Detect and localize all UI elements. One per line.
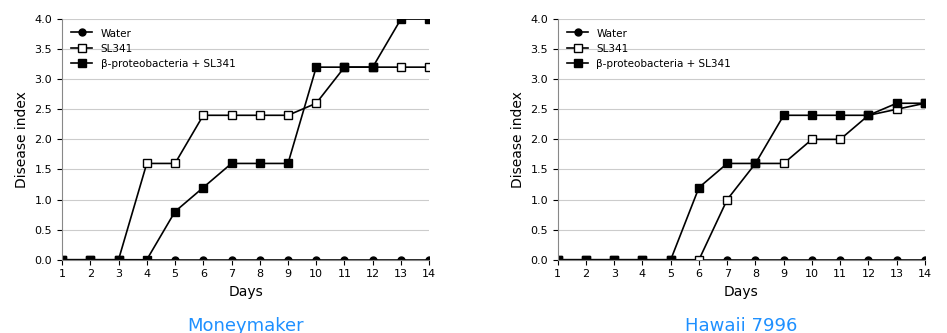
SL341	[750, 162, 761, 166]
SL341	[311, 101, 322, 105]
SL341	[339, 65, 350, 69]
Water	[834, 258, 846, 262]
Legend: Water, SL341, β-proteobacteria + SL341: Water, SL341, β-proteobacteria + SL341	[67, 24, 240, 74]
Water	[920, 258, 931, 262]
SL341	[225, 113, 237, 117]
SL341	[863, 113, 874, 117]
Line: SL341: SL341	[554, 99, 929, 264]
Water	[170, 258, 181, 262]
SL341	[834, 138, 846, 142]
β-proteobacteria + SL341	[56, 258, 67, 262]
SL341	[282, 113, 294, 117]
Water	[395, 258, 406, 262]
β-proteobacteria + SL341	[423, 17, 435, 21]
SL341	[552, 258, 563, 262]
Legend: Water, SL341, β-proteobacteria + SL341: Water, SL341, β-proteobacteria + SL341	[563, 24, 735, 74]
Water	[84, 258, 96, 262]
SL341	[693, 258, 705, 262]
Water	[141, 258, 152, 262]
Line: Water: Water	[59, 256, 433, 263]
SL341	[806, 138, 817, 142]
β-proteobacteria + SL341	[891, 101, 902, 105]
β-proteobacteria + SL341	[254, 162, 265, 166]
Water	[423, 258, 435, 262]
Water	[56, 258, 67, 262]
Water	[806, 258, 817, 262]
SL341	[198, 113, 209, 117]
SL341	[423, 65, 435, 69]
β-proteobacteria + SL341	[806, 113, 817, 117]
SL341	[367, 65, 379, 69]
SL341	[665, 258, 676, 262]
Water	[665, 258, 676, 262]
Water	[778, 258, 790, 262]
SL341	[920, 101, 931, 105]
Water	[225, 258, 237, 262]
Y-axis label: Disease index: Disease index	[510, 91, 525, 188]
SL341	[170, 162, 181, 166]
Water	[311, 258, 322, 262]
Line: SL341: SL341	[58, 63, 434, 264]
Water	[198, 258, 209, 262]
SL341	[778, 162, 790, 166]
β-proteobacteria + SL341	[282, 162, 294, 166]
β-proteobacteria + SL341	[113, 258, 124, 262]
Water	[609, 258, 620, 262]
SL341	[113, 258, 124, 262]
SL341	[581, 258, 592, 262]
β-proteobacteria + SL341	[339, 65, 350, 69]
Line: Water: Water	[554, 256, 928, 263]
β-proteobacteria + SL341	[609, 258, 620, 262]
β-proteobacteria + SL341	[750, 162, 761, 166]
SL341	[141, 162, 152, 166]
β-proteobacteria + SL341	[863, 113, 874, 117]
Title: Moneymaker: Moneymaker	[188, 317, 304, 333]
β-proteobacteria + SL341	[170, 209, 181, 213]
β-proteobacteria + SL341	[778, 113, 790, 117]
SL341	[56, 258, 67, 262]
SL341	[722, 197, 733, 201]
X-axis label: Days: Days	[724, 285, 759, 299]
Title: Hawaii 7996: Hawaii 7996	[685, 317, 797, 333]
Water	[693, 258, 705, 262]
SL341	[636, 258, 648, 262]
β-proteobacteria + SL341	[834, 113, 846, 117]
Water	[552, 258, 563, 262]
Water	[254, 258, 265, 262]
Line: β-proteobacteria + SL341: β-proteobacteria + SL341	[554, 99, 929, 264]
Line: β-proteobacteria + SL341: β-proteobacteria + SL341	[58, 15, 434, 264]
SL341	[395, 65, 406, 69]
Water	[282, 258, 294, 262]
β-proteobacteria + SL341	[920, 101, 931, 105]
β-proteobacteria + SL341	[722, 162, 733, 166]
X-axis label: Days: Days	[228, 285, 263, 299]
β-proteobacteria + SL341	[693, 185, 705, 189]
β-proteobacteria + SL341	[665, 258, 676, 262]
β-proteobacteria + SL341	[141, 258, 152, 262]
β-proteobacteria + SL341	[225, 162, 237, 166]
β-proteobacteria + SL341	[581, 258, 592, 262]
SL341	[609, 258, 620, 262]
β-proteobacteria + SL341	[84, 258, 96, 262]
Water	[581, 258, 592, 262]
Water	[863, 258, 874, 262]
Water	[367, 258, 379, 262]
β-proteobacteria + SL341	[552, 258, 563, 262]
Water	[722, 258, 733, 262]
Water	[636, 258, 648, 262]
SL341	[891, 107, 902, 111]
SL341	[84, 258, 96, 262]
Water	[339, 258, 350, 262]
β-proteobacteria + SL341	[395, 17, 406, 21]
β-proteobacteria + SL341	[636, 258, 648, 262]
β-proteobacteria + SL341	[198, 185, 209, 189]
Water	[113, 258, 124, 262]
Water	[891, 258, 902, 262]
SL341	[254, 113, 265, 117]
β-proteobacteria + SL341	[367, 65, 379, 69]
Water	[750, 258, 761, 262]
β-proteobacteria + SL341	[311, 65, 322, 69]
Y-axis label: Disease index: Disease index	[15, 91, 29, 188]
